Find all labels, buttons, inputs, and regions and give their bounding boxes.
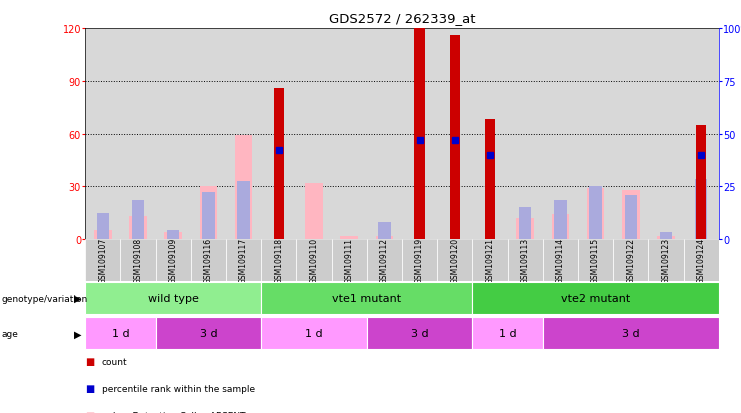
Bar	[85, 240, 120, 281]
Bar	[519, 208, 531, 240]
Text: GSM109122: GSM109122	[626, 237, 635, 283]
Text: genotype/variation: genotype/variation	[1, 294, 87, 303]
Bar	[376, 236, 393, 240]
Text: ▶: ▶	[74, 293, 82, 304]
Bar	[199, 187, 217, 240]
Bar	[367, 240, 402, 281]
Text: GSM109108: GSM109108	[133, 237, 142, 283]
Bar	[614, 240, 648, 281]
Text: GSM109121: GSM109121	[485, 237, 494, 283]
Text: count: count	[102, 357, 127, 366]
Text: GSM109111: GSM109111	[345, 237, 353, 283]
Text: ▶: ▶	[74, 328, 82, 339]
Text: 3 d: 3 d	[199, 328, 217, 339]
Bar	[94, 231, 112, 240]
Bar	[437, 240, 472, 281]
Text: GSM109109: GSM109109	[169, 237, 178, 283]
Bar	[85, 318, 156, 349]
Text: GSM109107: GSM109107	[99, 237, 107, 283]
Text: GSM109118: GSM109118	[274, 237, 283, 283]
Text: age: age	[1, 329, 19, 338]
Bar	[167, 231, 179, 240]
Text: percentile rank within the sample: percentile rank within the sample	[102, 384, 255, 393]
Bar	[96, 213, 109, 240]
Bar	[485, 120, 495, 240]
Text: vte1 mutant: vte1 mutant	[332, 293, 402, 304]
Bar	[305, 183, 323, 240]
Text: 1 d: 1 d	[305, 328, 323, 339]
Bar	[696, 126, 706, 240]
Bar	[542, 318, 719, 349]
Text: ■: ■	[85, 356, 94, 366]
Bar	[472, 282, 719, 314]
Bar	[622, 190, 639, 240]
Text: GSM109117: GSM109117	[239, 237, 248, 283]
Text: GSM109120: GSM109120	[451, 237, 459, 283]
Bar	[625, 196, 637, 240]
Bar	[587, 189, 605, 240]
Bar	[132, 201, 144, 240]
Bar	[235, 136, 253, 240]
Bar	[414, 29, 425, 240]
Bar	[261, 282, 473, 314]
Text: value, Detection Call = ABSENT: value, Detection Call = ABSENT	[102, 411, 245, 413]
Bar	[226, 240, 261, 281]
Bar	[648, 240, 683, 281]
Bar	[85, 282, 261, 314]
Bar	[402, 240, 437, 281]
Bar	[695, 180, 708, 240]
Text: GSM109119: GSM109119	[415, 237, 424, 283]
Bar	[156, 318, 261, 349]
Text: GSM109112: GSM109112	[380, 237, 389, 283]
Text: GSM109113: GSM109113	[521, 237, 530, 283]
Bar	[237, 182, 250, 240]
Text: GSM109124: GSM109124	[697, 237, 705, 283]
Bar	[589, 187, 602, 240]
Text: ■: ■	[85, 383, 94, 393]
Text: GSM109115: GSM109115	[591, 237, 600, 283]
Text: 1 d: 1 d	[112, 328, 129, 339]
Bar	[472, 318, 542, 349]
Bar	[508, 240, 542, 281]
Bar	[296, 240, 331, 281]
Bar	[657, 236, 675, 240]
Bar	[683, 240, 719, 281]
Bar	[202, 192, 215, 240]
Bar	[261, 318, 367, 349]
Bar	[261, 240, 296, 281]
Bar	[542, 240, 578, 281]
Text: ■: ■	[85, 410, 94, 413]
Bar	[659, 233, 672, 240]
Bar	[472, 240, 508, 281]
Bar	[367, 318, 472, 349]
Text: 1 d: 1 d	[499, 328, 516, 339]
Text: 3 d: 3 d	[622, 328, 639, 339]
Text: GSM109110: GSM109110	[310, 237, 319, 283]
Bar	[340, 236, 358, 240]
Bar	[120, 240, 156, 281]
Bar	[191, 240, 226, 281]
Text: GSM109116: GSM109116	[204, 237, 213, 283]
Text: GDS2572 / 262339_at: GDS2572 / 262339_at	[329, 12, 475, 25]
Bar	[551, 215, 569, 240]
Bar	[554, 201, 567, 240]
Bar	[378, 222, 391, 240]
Bar	[450, 36, 460, 240]
Text: GSM109123: GSM109123	[662, 237, 671, 283]
Bar	[516, 218, 534, 240]
Text: 3 d: 3 d	[411, 328, 428, 339]
Bar	[578, 240, 614, 281]
Bar	[129, 217, 147, 240]
Text: wild type: wild type	[147, 293, 199, 304]
Bar	[165, 233, 182, 240]
Bar	[273, 89, 284, 240]
Bar	[156, 240, 191, 281]
Text: GSM109114: GSM109114	[556, 237, 565, 283]
Text: vte2 mutant: vte2 mutant	[561, 293, 630, 304]
Bar	[331, 240, 367, 281]
